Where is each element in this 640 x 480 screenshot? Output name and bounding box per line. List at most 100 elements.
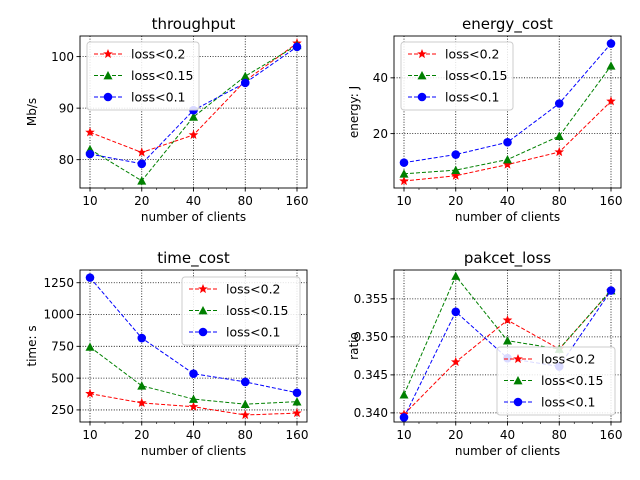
- chart-pakcet-loss: 10 20 40 80 160 0.340 0.345 0.350 0.355 pakcet_lo…: [347, 249, 622, 458]
- legend-marker: [198, 306, 208, 315]
- legend-marker: [103, 92, 113, 102]
- y-tick-label: 100: [51, 50, 74, 64]
- legend-marker: [513, 353, 523, 364]
- x-tick-label: 80: [238, 194, 253, 208]
- legend-item-loss-0-1: loss<0.1: [189, 325, 281, 340]
- data-point: [240, 78, 250, 88]
- legend-item-loss-0-15: loss<0.15: [189, 303, 288, 318]
- legend-marker: [417, 92, 427, 102]
- series-line: [89, 277, 298, 394]
- data-point: [189, 369, 198, 378]
- chart-title: pakcet_loss: [464, 249, 551, 268]
- legend-item-loss-0-2: loss<0.2: [189, 282, 281, 297]
- y-tick-label: 40: [373, 71, 388, 85]
- y-axis-label: energy: J: [347, 86, 361, 138]
- legend: loss<0.2 loss<0.15 loss<0.1: [86, 41, 200, 111]
- legend-label: loss<0.1: [226, 325, 281, 340]
- x-axis-label: number of clients: [455, 444, 560, 458]
- chart-title: time_cost: [157, 249, 230, 268]
- y-axis-label: Mb/s: [25, 98, 39, 126]
- data-point: [606, 96, 616, 106]
- data-point: [450, 170, 461, 180]
- x-tick-label: 160: [286, 428, 309, 442]
- data-point: [451, 150, 461, 159]
- y-tick-label: 0.340: [354, 406, 388, 420]
- x-tick-label: 10: [396, 428, 411, 442]
- y-tick-label: 250: [51, 403, 74, 417]
- y-tick-label: 750: [51, 340, 74, 354]
- series-loss-0-1: [85, 273, 302, 398]
- data-point: [399, 158, 409, 167]
- legend-marker: [103, 71, 113, 80]
- data-point: [399, 413, 409, 422]
- legend-item-loss-0-2: loss<0.2: [504, 352, 596, 367]
- series-loss-0-1: [399, 39, 616, 167]
- x-tick-label: 40: [500, 428, 515, 442]
- x-tick-label: 20: [134, 194, 149, 208]
- y-tick-label: 1250: [43, 276, 74, 290]
- legend: loss<0.2 loss<0.15 loss<0.1: [496, 346, 616, 416]
- data-point: [292, 388, 302, 398]
- data-point: [188, 129, 199, 140]
- legend-label: loss<0.15: [445, 68, 507, 83]
- data-point: [292, 42, 302, 52]
- legend-marker: [417, 71, 427, 80]
- data-point: [85, 273, 95, 282]
- x-tick-label: 160: [600, 194, 623, 208]
- legend: loss<0.2 loss<0.15 loss<0.1: [181, 276, 301, 346]
- series-loss-0-15: [85, 342, 302, 409]
- data-point: [189, 394, 198, 403]
- x-tick-label: 40: [500, 194, 515, 208]
- data-point: [450, 356, 461, 367]
- data-point: [136, 397, 147, 407]
- data-point: [85, 388, 95, 398]
- legend: loss<0.2 loss<0.15 loss<0.1: [400, 41, 514, 111]
- x-tick-label: 80: [238, 428, 253, 442]
- chart-title: throughput: [152, 15, 236, 33]
- data-point: [451, 271, 461, 280]
- data-point: [85, 127, 95, 137]
- data-point: [399, 169, 409, 178]
- y-tick-label: 90: [59, 101, 74, 115]
- chart-throughput: 10 20 40 80 160 80 90 100 throughput number of cl…: [25, 15, 308, 224]
- y-tick-label: 0.345: [354, 368, 388, 382]
- series-loss-0-2: [85, 38, 302, 157]
- legend-item-loss-0-15: loss<0.15: [94, 68, 193, 83]
- series-line: [89, 44, 298, 182]
- y-tick-label: 500: [51, 371, 74, 385]
- x-axis-label: number of clients: [141, 210, 246, 224]
- x-axis-label: number of clients: [141, 444, 246, 458]
- legend-box: [86, 41, 200, 111]
- legend-label: loss<0.1: [445, 90, 500, 105]
- legend-label: loss<0.2: [445, 47, 500, 62]
- x-tick-label: 40: [186, 194, 201, 208]
- legend-item-loss-0-15: loss<0.15: [408, 68, 507, 83]
- x-tick-label: 40: [186, 428, 201, 442]
- legend-marker: [513, 376, 523, 385]
- legend-marker: [417, 48, 427, 59]
- legend-label: loss<0.15: [131, 68, 193, 83]
- chart-title: energy_cost: [462, 15, 553, 34]
- y-tick-label: 0.355: [354, 292, 388, 306]
- legend-marker: [198, 327, 208, 337]
- x-tick-label: 160: [600, 428, 623, 442]
- x-tick-label: 20: [448, 194, 463, 208]
- data-point: [503, 137, 512, 147]
- legend-item-loss-0-1: loss<0.1: [94, 90, 186, 105]
- data-point: [85, 342, 95, 351]
- y-tick-label: 0.350: [354, 330, 388, 344]
- x-tick-label: 80: [552, 428, 567, 442]
- data-point: [554, 146, 565, 157]
- data-point: [240, 399, 250, 409]
- data-point: [554, 99, 564, 108]
- legend-item-loss-0-2: loss<0.2: [408, 47, 500, 62]
- y-tick-label: 20: [373, 127, 388, 141]
- legend-label: loss<0.15: [541, 373, 603, 388]
- series-line: [89, 346, 298, 405]
- data-point: [502, 315, 513, 325]
- legend-item-loss-0-1: loss<0.1: [408, 90, 500, 105]
- x-tick-label: 20: [134, 428, 149, 442]
- x-tick-label: 10: [396, 194, 411, 208]
